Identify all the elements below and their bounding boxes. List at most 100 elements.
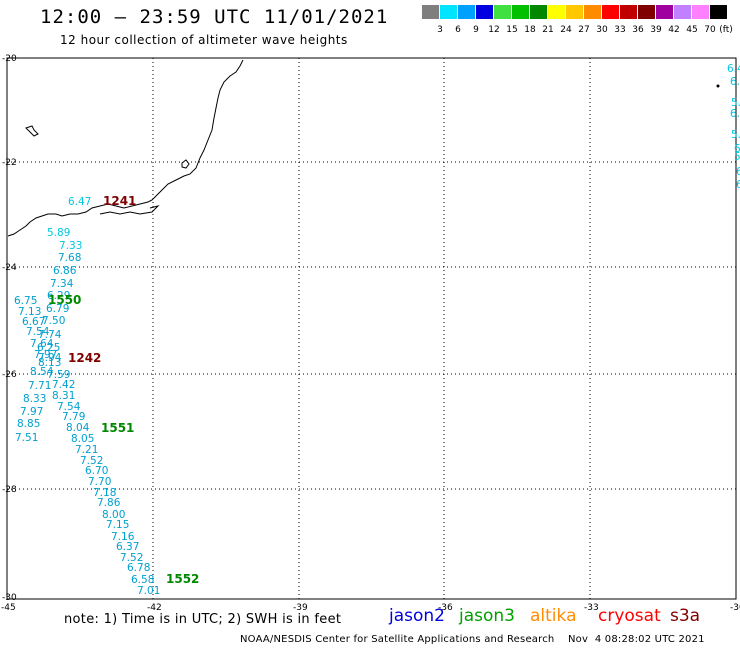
wave-height-label: 7.94	[38, 352, 62, 364]
legend-swatch	[458, 5, 475, 19]
wave-height-label: 7.97	[20, 406, 43, 418]
wave-height-label: 6.79	[46, 303, 69, 315]
wave-height-label: 7.50	[42, 315, 65, 327]
pass-number-label: 1551	[101, 421, 134, 435]
wave-height-label: 5	[734, 151, 740, 163]
footer-note: note: 1) Time is in UTC; 2) SWH is in fe…	[64, 612, 342, 627]
legend-swatch	[512, 5, 529, 19]
wave-height-label: 6.67	[22, 316, 45, 328]
longitude-label: -33	[584, 603, 599, 613]
latitude-label: -22	[2, 158, 17, 168]
wave-height-label: 5.	[731, 129, 740, 141]
legend-swatch	[656, 5, 673, 19]
latitude-label: -26	[2, 370, 17, 380]
wave-height-label: 7.54	[57, 401, 81, 413]
wave-height-label: 7.52	[80, 455, 103, 467]
map-frame	[6, 57, 737, 600]
wave-height-label: 8.04	[66, 422, 90, 434]
wave-height-label: 6.	[730, 76, 740, 88]
credit-line: NOAA/NESDIS Center for Satellite Applica…	[240, 634, 705, 645]
wave-height-label: 7.51	[15, 432, 38, 444]
legend-tick-label: 12	[488, 25, 500, 35]
satellite-name-cryosat: cryosat	[598, 606, 661, 626]
wave-height-label: 7.42	[52, 379, 75, 391]
longitude-label: -39	[293, 603, 308, 613]
legend-swatch	[548, 5, 565, 19]
wave-height-label: 7.33	[59, 240, 82, 252]
legend-swatch	[584, 5, 601, 19]
latitude-label: -24	[2, 263, 17, 273]
legend-tick-label: 21	[542, 25, 554, 35]
wave-height-label: 7.18	[93, 487, 116, 499]
wave-height-label: 7.52	[120, 552, 143, 564]
satellite-name-altika: altika	[530, 606, 577, 626]
wave-height-label: 7.64	[30, 338, 54, 350]
legend-swatch	[422, 5, 439, 19]
legend-tick-label: 70	[704, 25, 716, 35]
wave-height-label: 7.79	[62, 411, 85, 423]
observation-point	[716, 84, 720, 88]
legend-tick-label: 15	[506, 25, 518, 35]
legend-swatch	[710, 5, 727, 19]
wave-height-label: 8.31	[52, 390, 75, 402]
wave-height-label: 6.29	[47, 290, 70, 302]
legend-unit: (ft)	[719, 25, 733, 35]
wave-height-label: 7.01	[137, 585, 160, 597]
wave-height-label: 6	[734, 143, 740, 155]
wave-height-label: 7.34	[50, 278, 74, 290]
longitude-label: -42	[147, 603, 162, 613]
latitude-label: -28	[2, 485, 17, 495]
legend-tick-label: 42	[668, 25, 680, 35]
legend-swatch	[620, 5, 637, 19]
pass-number-label: 1242	[68, 351, 101, 365]
latitude-label: -30	[2, 593, 17, 603]
wave-height-label: 7.97	[34, 349, 57, 361]
wave-height-label: 6.58	[131, 574, 154, 586]
wave-height-label: 7.70	[88, 476, 111, 488]
longitude-label: -30	[730, 603, 740, 613]
legend-swatch	[674, 5, 691, 19]
wave-height-label: 6.37	[116, 541, 139, 553]
wave-height-label: 6	[736, 166, 740, 178]
graticule	[7, 58, 736, 599]
wave-height-label: 7.16	[111, 531, 135, 543]
satellite-name-s3a: s3a	[670, 606, 701, 626]
coastline-island	[25, 125, 39, 137]
wave-height-label: 8.00	[102, 509, 125, 521]
wave-height-label: 8.05	[71, 433, 94, 445]
wave-height-label: 6.78	[127, 562, 150, 574]
wave-height-label: 6.4	[727, 63, 740, 75]
wave-height-label: 6.	[730, 108, 740, 120]
wave-height-label: 7.54	[26, 326, 50, 338]
legend-tick-label: 18	[524, 25, 536, 35]
wave-height-label: 7.74	[38, 329, 62, 341]
map-subtitle: 12 hour collection of altimeter wave hei…	[60, 33, 348, 47]
wave-height-label: 8.33	[23, 393, 46, 405]
latitude-label: -20	[2, 54, 17, 64]
legend-tick-label: 6	[455, 25, 461, 35]
pass-number-label: 1241	[103, 194, 136, 208]
legend-swatch	[494, 5, 511, 19]
wave-height-label: 7.68	[58, 252, 81, 264]
wave-height-label: 8.13	[38, 357, 61, 369]
wave-height-label: 5.	[731, 97, 740, 109]
wave-height-label: 7.15	[106, 519, 129, 531]
legend-tick-label: 24	[560, 25, 572, 35]
pass-number-label: 1550	[48, 293, 81, 307]
legend-tick-label: 9	[473, 25, 479, 35]
wave-height-label: 6.75	[14, 295, 37, 307]
pass-number-label: 1552	[166, 572, 199, 586]
wave-height-label: 6.25	[37, 342, 60, 354]
wave-height-label: 6.70	[85, 465, 108, 477]
map-title: 12:00 — 23:59 UTC 11/01/2021	[40, 6, 389, 28]
wave-height-label: 5.89	[47, 227, 70, 239]
legend-swatch	[566, 5, 583, 19]
wave-height-label: 7.86	[97, 497, 121, 509]
longitude-label: -36	[438, 603, 453, 613]
wave-height-label: 6	[736, 179, 740, 191]
legend-tick-label: 45	[686, 25, 698, 35]
satellite-name-jason3: jason3	[459, 606, 515, 626]
wave-height-observations: 6.47 5.897.337.686.867.346.29 6.75 6.79 7.13…	[14, 63, 740, 597]
legend-tick-label: 39	[650, 25, 662, 35]
